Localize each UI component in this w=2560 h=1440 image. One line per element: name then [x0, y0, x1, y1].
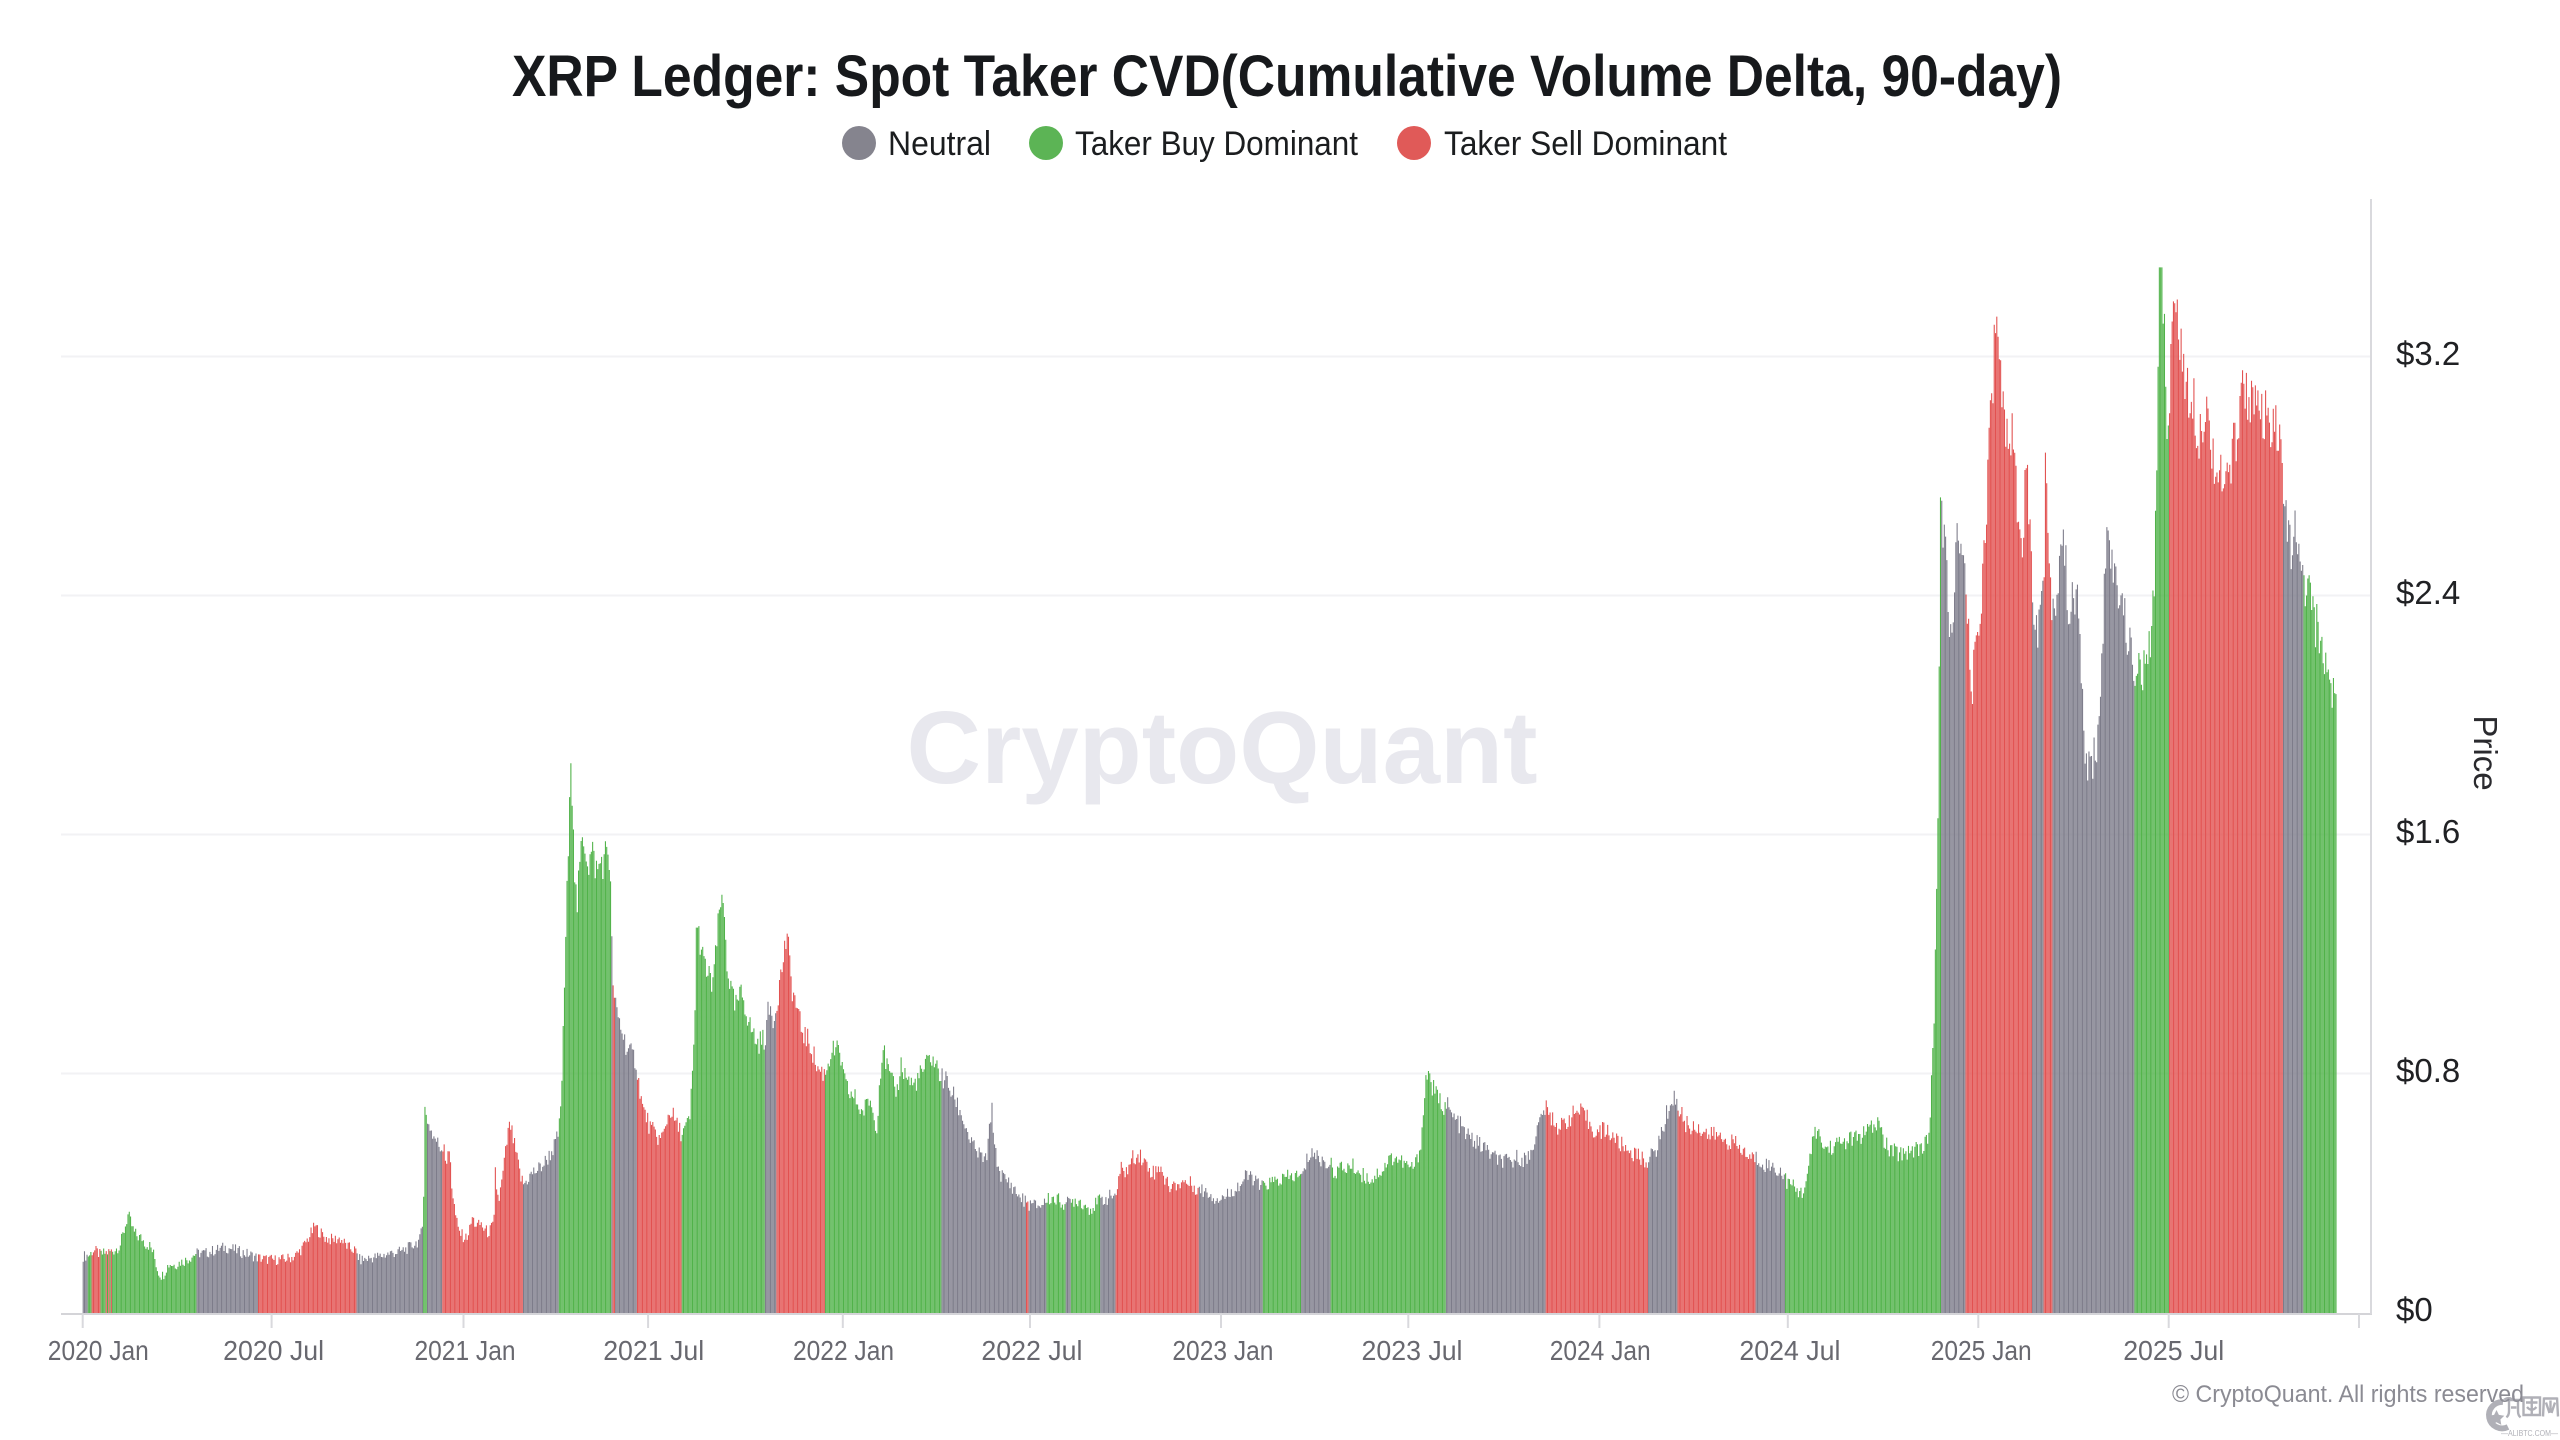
svg-text:2025 Jan: 2025 Jan — [1931, 1335, 2032, 1366]
svg-text:Price: Price — [2467, 715, 2504, 790]
svg-text:—ALIBTC.COM—: —ALIBTC.COM— — [2501, 1428, 2558, 1438]
svg-text:2024 Jul: 2024 Jul — [1739, 1335, 1840, 1366]
svg-text:2021 Jul: 2021 Jul — [603, 1335, 704, 1366]
svg-text:$0: $0 — [2396, 1291, 2433, 1328]
svg-text:$3.2: $3.2 — [2396, 335, 2460, 372]
svg-text:XRP Ledger: Spot Taker CVD(Cum: XRP Ledger: Spot Taker CVD(Cumulative Vo… — [512, 44, 2062, 109]
svg-text:2020 Jan: 2020 Jan — [48, 1335, 149, 1366]
svg-text:© CryptoQuant. All rights rese: © CryptoQuant. All rights reserved — [2172, 1381, 2524, 1408]
svg-text:2023 Jul: 2023 Jul — [1362, 1335, 1463, 1366]
svg-text:2022 Jan: 2022 Jan — [793, 1335, 894, 1366]
svg-text:Neutral: Neutral — [888, 125, 991, 163]
svg-text:CryptoQuant: CryptoQuant — [907, 690, 1538, 805]
svg-text:$2.4: $2.4 — [2396, 574, 2460, 611]
svg-text:2023 Jan: 2023 Jan — [1172, 1335, 1273, 1366]
svg-text:2021 Jan: 2021 Jan — [415, 1335, 516, 1366]
svg-text:$1.6: $1.6 — [2396, 813, 2460, 850]
svg-text:$0.8: $0.8 — [2396, 1052, 2460, 1089]
svg-text:2024 Jan: 2024 Jan — [1550, 1335, 1651, 1366]
svg-text:2025 Jul: 2025 Jul — [2123, 1335, 2224, 1366]
svg-text:Taker Buy Dominant: Taker Buy Dominant — [1075, 125, 1359, 163]
svg-text:2022 Jul: 2022 Jul — [981, 1335, 1082, 1366]
svg-text:2020 Jul: 2020 Jul — [223, 1335, 324, 1366]
svg-text:Taker Sell Dominant: Taker Sell Dominant — [1444, 125, 1728, 163]
